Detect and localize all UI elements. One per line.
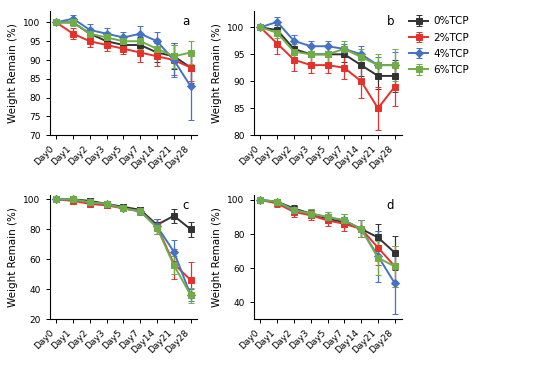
Y-axis label: Weight Remain (%): Weight Remain (%) xyxy=(8,23,18,123)
Legend: 0%TCP, 2%TCP, 4%TCP, 6%TCP: 0%TCP, 2%TCP, 4%TCP, 6%TCP xyxy=(409,16,469,75)
Text: a: a xyxy=(183,15,190,28)
Y-axis label: Weight Remain (%): Weight Remain (%) xyxy=(212,23,222,123)
Text: d: d xyxy=(387,198,394,211)
Text: b: b xyxy=(387,15,394,28)
Y-axis label: Weight Remain (%): Weight Remain (%) xyxy=(8,207,18,307)
Text: c: c xyxy=(183,198,189,211)
Y-axis label: Weight Remain (%): Weight Remain (%) xyxy=(212,207,222,307)
